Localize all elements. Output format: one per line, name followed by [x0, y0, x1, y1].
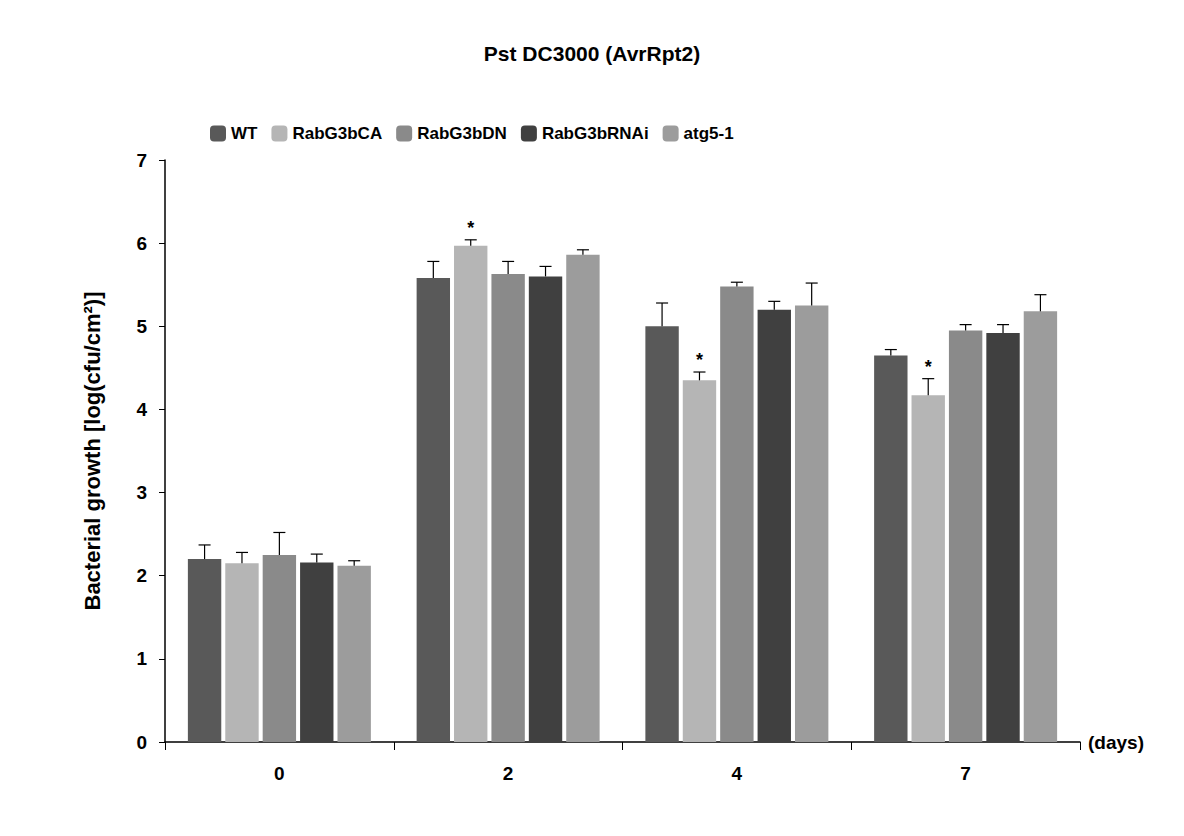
svg-text:0: 0 [136, 732, 147, 753]
svg-text:3: 3 [136, 482, 147, 503]
svg-text:6: 6 [136, 233, 147, 254]
svg-text:Bacterial growth [log(cfu/cm²): Bacterial growth [log(cfu/cm²)] [80, 291, 105, 610]
svg-text:RabG3bDN: RabG3bDN [417, 124, 507, 143]
svg-text:4: 4 [136, 399, 147, 420]
svg-text:2: 2 [136, 565, 147, 586]
svg-text:1: 1 [136, 648, 147, 669]
svg-text:*: * [467, 218, 474, 238]
svg-text:5: 5 [136, 316, 147, 337]
svg-text:2: 2 [503, 763, 514, 784]
svg-text:WT: WT [231, 124, 258, 143]
svg-text:*: * [925, 357, 932, 377]
svg-text:7: 7 [136, 150, 147, 171]
svg-text:RabG3bCA: RabG3bCA [292, 124, 382, 143]
svg-text:atg5-1: atg5-1 [684, 124, 734, 143]
svg-text:RabG3bRNAi: RabG3bRNAi [542, 124, 649, 143]
svg-text:4: 4 [732, 763, 743, 784]
svg-text:*: * [696, 350, 703, 370]
svg-text:(days): (days) [1088, 732, 1144, 753]
svg-text:Pst DC3000 (AvrRpt2): Pst DC3000 (AvrRpt2) [484, 42, 700, 65]
svg-text:7: 7 [960, 763, 971, 784]
svg-text:0: 0 [274, 763, 285, 784]
